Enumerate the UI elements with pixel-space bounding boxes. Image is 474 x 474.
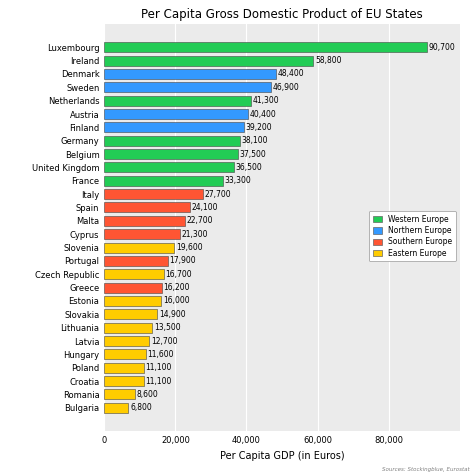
Text: 39,200: 39,200 [246, 123, 272, 132]
Bar [104, 163, 234, 173]
Text: 12,700: 12,700 [151, 337, 178, 346]
Text: 16,000: 16,000 [163, 296, 190, 305]
Text: 17,900: 17,900 [170, 256, 196, 265]
Bar [104, 269, 164, 279]
Bar [104, 243, 174, 253]
Bar [104, 96, 251, 106]
Text: 40,400: 40,400 [250, 109, 276, 118]
Text: 8,600: 8,600 [137, 390, 158, 399]
Bar [104, 189, 203, 199]
Bar [104, 323, 152, 333]
Bar [104, 136, 240, 146]
Text: 11,100: 11,100 [146, 363, 172, 372]
Text: 46,900: 46,900 [273, 83, 300, 92]
Text: 13,500: 13,500 [154, 323, 181, 332]
Bar [104, 349, 146, 359]
Title: Per Capita Gross Domestic Product of EU States: Per Capita Gross Domestic Product of EU … [141, 8, 423, 21]
Bar [104, 256, 168, 266]
Bar [104, 336, 149, 346]
Text: 14,900: 14,900 [159, 310, 186, 319]
Text: 36,500: 36,500 [236, 163, 263, 172]
X-axis label: Per Capita GDP (in Euros): Per Capita GDP (in Euros) [220, 451, 344, 461]
Text: 41,300: 41,300 [253, 96, 280, 105]
Bar [104, 390, 135, 400]
Text: 22,700: 22,700 [187, 216, 213, 225]
Text: 21,300: 21,300 [182, 230, 208, 239]
Bar [104, 310, 157, 319]
Text: 58,800: 58,800 [315, 56, 342, 65]
Text: 38,100: 38,100 [241, 136, 268, 145]
Text: 11,600: 11,600 [147, 350, 174, 359]
Bar [104, 296, 161, 306]
Text: 6,800: 6,800 [130, 403, 152, 412]
Text: 27,700: 27,700 [205, 190, 231, 199]
Text: Sources: Stockingblue, Eurostat: Sources: Stockingblue, Eurostat [382, 466, 469, 472]
Bar [104, 216, 185, 226]
Bar [104, 202, 190, 212]
Bar [104, 82, 271, 92]
Bar [104, 283, 162, 292]
Text: 16,700: 16,700 [165, 270, 192, 279]
Bar [104, 55, 313, 65]
Text: 11,100: 11,100 [146, 377, 172, 385]
Bar [104, 149, 237, 159]
Text: 37,500: 37,500 [239, 150, 266, 159]
Text: 24,100: 24,100 [191, 203, 218, 212]
Text: 90,700: 90,700 [428, 43, 455, 52]
Bar [104, 109, 248, 119]
Text: 33,300: 33,300 [225, 176, 251, 185]
Bar [104, 229, 180, 239]
Bar [104, 403, 128, 413]
Text: 16,200: 16,200 [164, 283, 190, 292]
Text: 19,600: 19,600 [176, 243, 202, 252]
Bar [104, 69, 276, 79]
Legend: Western Europe, Northern Europe, Southern Europe, Eastern Europe: Western Europe, Northern Europe, Souther… [369, 211, 456, 262]
Text: 48,400: 48,400 [278, 70, 305, 78]
Bar [104, 42, 427, 52]
Bar [104, 176, 223, 186]
Bar [104, 376, 144, 386]
Bar [104, 122, 244, 132]
Bar [104, 363, 144, 373]
